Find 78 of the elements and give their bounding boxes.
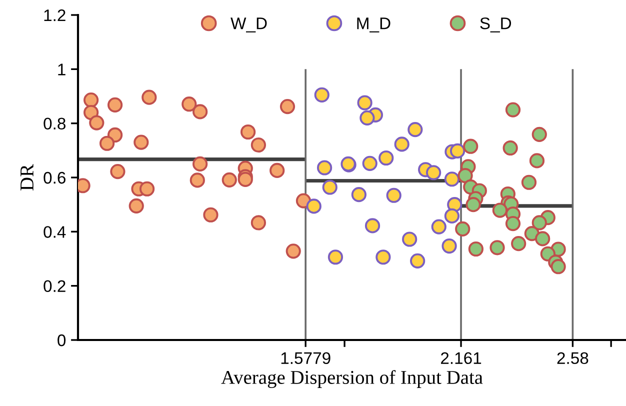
y-tick-label: 0.2 [44,280,66,292]
point [190,172,205,188]
point [410,253,426,268]
point [378,150,394,166]
point [351,187,366,202]
point [89,115,104,130]
point [376,250,391,265]
x-tick-label: 2.58 [557,352,588,364]
point [550,259,566,274]
y-tick-label: 1 [58,64,66,76]
point [83,104,99,120]
point [386,188,402,203]
point [505,216,521,232]
point [524,226,540,242]
point [402,232,418,247]
point [490,240,505,256]
point [182,96,197,112]
point [466,197,481,212]
point [286,244,301,259]
x-tick-label: 1.5779 [281,352,330,364]
point [128,198,144,214]
point [240,124,256,140]
point [222,172,237,188]
point [134,134,149,150]
point [444,172,460,187]
point [110,164,126,180]
point [511,236,526,252]
x-tick-label: 2.161 [441,352,482,364]
point [192,156,208,172]
y-tick-label: 0.4 [44,226,66,238]
point [492,202,508,218]
point [316,160,332,176]
point [502,140,518,156]
point [529,153,545,168]
legend-label: M_D [357,18,390,32]
point [535,231,550,246]
point [314,87,330,102]
point [458,168,473,184]
y-tick-label: 0 [58,334,66,346]
point [450,143,466,159]
point [408,122,423,138]
y-tick-label: 0.6 [44,172,66,184]
point [444,208,460,224]
point [521,174,537,190]
point [364,218,380,234]
legend-label: W_D [230,18,267,32]
point [532,215,547,230]
point [250,137,266,153]
point [426,165,442,180]
point [442,238,457,254]
x-axis-title: Average Dispersion of Input Data [221,370,483,388]
y-axis-title: DR [20,164,34,190]
point [83,92,99,108]
point [99,136,115,151]
point [280,98,296,114]
point [328,250,344,265]
point [139,181,155,196]
point [142,90,157,105]
point [306,198,322,214]
point [532,126,547,142]
point [357,95,372,110]
point [468,241,484,257]
point [394,136,410,152]
point [203,207,218,222]
point [455,221,470,237]
legend-label: S_D [480,17,512,32]
point [107,97,123,112]
point [270,162,285,178]
point [250,215,266,230]
point [362,156,378,171]
y-tick-label: 0.8 [44,118,66,130]
point [505,102,521,118]
point [463,138,478,154]
point [192,104,208,120]
y-tick-label: 1.2 [44,9,66,22]
point [360,110,375,126]
point [322,180,338,195]
point [431,219,446,234]
